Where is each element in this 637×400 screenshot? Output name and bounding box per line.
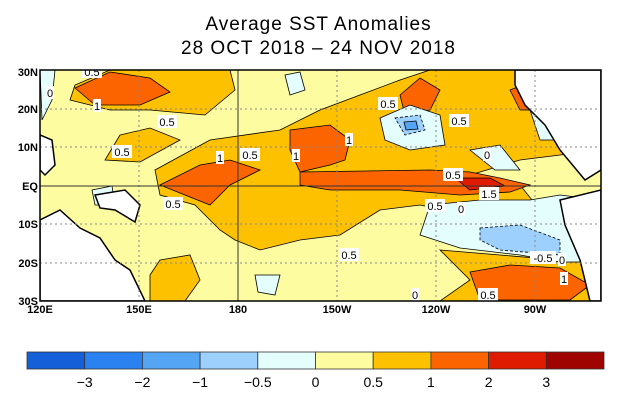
colorbar-swatch xyxy=(545,351,605,370)
contour-label: 0.5 xyxy=(451,116,466,128)
land-new-guinea xyxy=(93,189,141,224)
contour-label: 1 xyxy=(94,101,100,113)
contour-label: 0.5 xyxy=(445,170,460,182)
anomaly-field: 0.5 0 1 0.5 0.5 1 0.5 1 1 0.5 0.5 0 0.5 1.5 0.5 0 0.5 0.5… xyxy=(40,67,601,302)
contour-label: 1.5 xyxy=(481,189,496,201)
contour-label: 1 xyxy=(346,135,352,147)
contour-label: 0.5 xyxy=(242,150,257,162)
contour-label: 0.5 xyxy=(114,147,129,159)
colorbar-tick-label: −1 xyxy=(192,374,208,390)
contour-label: 1 xyxy=(293,151,299,163)
land-americas xyxy=(514,70,601,181)
contour-label: 1 xyxy=(217,153,223,165)
colorbar-swatch xyxy=(257,351,316,370)
colorbar-tick-label: 2 xyxy=(485,374,493,390)
land-masses xyxy=(40,70,601,301)
colorbar-swatch xyxy=(199,351,259,370)
contour-label-bg xyxy=(483,148,491,161)
lon-label: 150W xyxy=(323,304,352,316)
contour-label-bg xyxy=(345,133,353,146)
land-south-america xyxy=(559,189,601,301)
contour-label-bg xyxy=(558,253,566,266)
contour-label-bg xyxy=(449,114,469,127)
contour-label-bg xyxy=(163,197,183,210)
colorbar-swatch xyxy=(430,351,489,370)
contour-label-bg xyxy=(457,202,465,215)
contour-label-bg xyxy=(46,86,54,99)
contour-labels: 0.5 0 1 0.5 0.5 1 0.5 1 1 0.5 0.5 0 0.5 1.5 0.5 0 0.5 0.5… xyxy=(46,67,568,302)
colorbar-tick-label: 1 xyxy=(427,374,435,390)
lon-label: 180 xyxy=(229,304,247,316)
colorbar-tick-label: −0.5 xyxy=(244,374,272,390)
contour-label: 1 xyxy=(561,274,567,286)
colorbar-tick-label: −2 xyxy=(134,374,150,390)
land-philippines xyxy=(40,134,56,177)
contour-label-bg xyxy=(292,149,300,162)
colorbar-tick-label: 0 xyxy=(312,374,320,390)
map-title: Average SST Anomalies xyxy=(205,14,432,35)
contour-label-bg xyxy=(339,248,359,261)
contour-label-bg xyxy=(443,168,463,181)
colorbar-tick-label: 3 xyxy=(542,374,550,390)
contour-label-bg xyxy=(93,99,101,112)
colorbar-tick-label: −3 xyxy=(77,374,93,390)
contour-label: 0.5 xyxy=(480,290,495,302)
contour-label: 0 xyxy=(458,204,464,216)
contour-label-bg xyxy=(411,288,419,301)
contour-label: 0 xyxy=(559,255,565,267)
contour-label-bg xyxy=(479,187,499,200)
lon-label: 120W xyxy=(422,304,451,316)
contour-label: 0.5 xyxy=(84,67,99,79)
contour-label: 0.5 xyxy=(159,117,174,129)
map-date-range: 28 OCT 2018 – 24 NOV 2018 xyxy=(181,38,456,59)
lat-label: 30N xyxy=(18,67,38,79)
colorbar: −3 −2 −1 −0.5 0 0.5 1 2 3 xyxy=(26,351,605,390)
colorbar-swatch xyxy=(26,351,86,370)
colorbar-swatch xyxy=(315,351,374,370)
colorbar-swatch xyxy=(84,351,143,370)
contour-label-bg xyxy=(240,148,260,161)
colorbar-swatch xyxy=(372,351,432,370)
contour-label-bg xyxy=(157,115,177,128)
contour-label-bg xyxy=(216,151,224,164)
contour-label-bg xyxy=(82,70,102,78)
contour-label: 0 xyxy=(484,150,490,162)
colorbar-tick-label: 0.5 xyxy=(363,374,383,390)
contour-label-bg xyxy=(378,97,398,110)
colorbar-swatch xyxy=(488,351,547,370)
contour-label: -0.5 xyxy=(534,253,553,265)
longitude-labels: 120E 150E 180 150W 120W 90W xyxy=(27,304,547,316)
lat-label: 30S xyxy=(18,296,38,308)
contour-label: 0 xyxy=(412,290,418,302)
lat-label: 20N xyxy=(18,104,38,116)
lat-label: 10S xyxy=(18,219,38,231)
contour-label: 0.5 xyxy=(165,199,180,211)
contour-label: 0.5 xyxy=(341,250,356,262)
lon-label: 90W xyxy=(524,304,547,316)
contour-label-bg xyxy=(478,288,498,301)
contour-label: 0.5 xyxy=(427,201,442,213)
lon-label: 150E xyxy=(126,304,152,316)
map-frame xyxy=(39,69,602,302)
lat-label: EQ xyxy=(22,181,38,193)
colorbar-swatch xyxy=(141,351,201,370)
contour-label-bg xyxy=(560,272,568,285)
latitude-labels: 30N 20N 10N EQ 10S 20S 30S xyxy=(18,67,39,308)
contour-label-bg xyxy=(112,145,132,158)
land-australia xyxy=(40,209,146,301)
lon-label: 120E xyxy=(27,304,53,316)
lat-label: 20S xyxy=(18,258,38,270)
contour-label: 0 xyxy=(47,88,53,100)
lat-label: 10N xyxy=(18,142,38,154)
contour-label-bg xyxy=(425,199,445,212)
contour-label-bg xyxy=(530,251,556,264)
contour-label: 0.5 xyxy=(380,99,395,111)
